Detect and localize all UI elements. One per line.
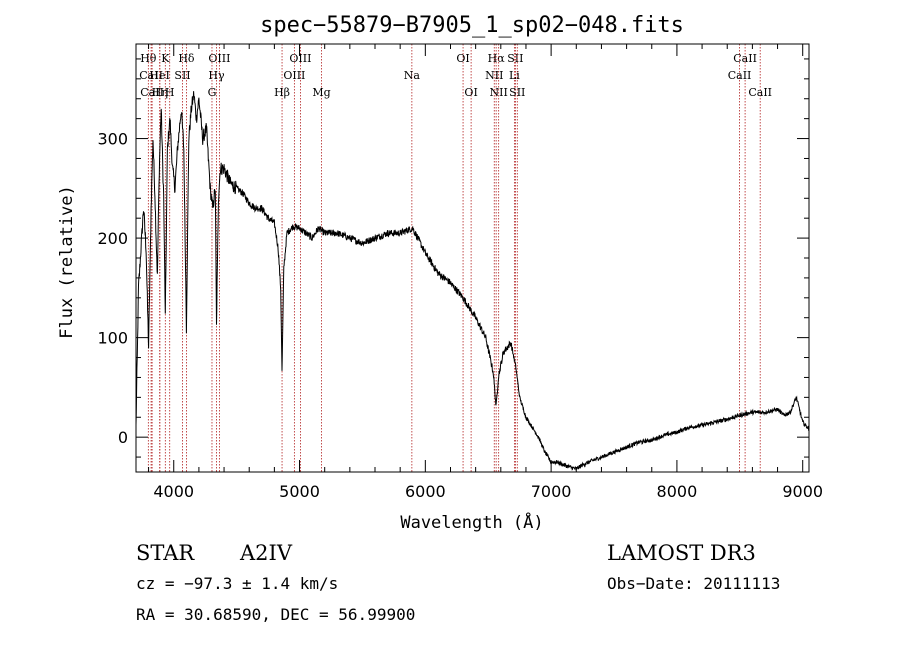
coordinates-text: RA = 30.68590, DEC = 56.99900: [136, 605, 416, 624]
x-tick-label: 4000: [153, 482, 194, 501]
spectral-line-label: Hβ: [274, 86, 290, 99]
spectral-line-label: Hγ: [208, 69, 225, 82]
plot-frame: [135, 43, 810, 473]
spectral-line-label: Mg: [312, 86, 330, 99]
spectral-line-label: Hα: [488, 52, 506, 65]
spectral-line-label: CaII: [139, 69, 163, 82]
x-tick-label: 6000: [405, 482, 446, 501]
spectral-line-label: NII: [490, 86, 508, 99]
spectral-line-label: OIII: [289, 52, 311, 65]
spectral-line-label: SII: [509, 86, 525, 99]
x-tick-label: 7000: [531, 482, 572, 501]
spectral-line-label: H: [165, 86, 175, 99]
spectral-line-label: OIII: [283, 69, 305, 82]
spectral-line-label: SII: [507, 52, 523, 65]
x-tick-label: 9000: [782, 482, 823, 501]
spectral-line-label: OIII: [208, 52, 230, 65]
obs-date: Obs−Date: 20111113: [607, 574, 781, 593]
spectral-line-label: Na: [404, 69, 421, 82]
spectrum-plot: [135, 91, 810, 471]
spectral-line-label: CaII: [748, 86, 772, 99]
redshift-text: cz = −97.3 ± 1.4 km/s: [136, 574, 339, 593]
spectrum-line: [135, 91, 810, 471]
spectral-line-label: Li: [509, 69, 520, 82]
x-tick-label: 8000: [657, 482, 698, 501]
spectral-line-label: Hη: [152, 86, 168, 99]
chart-title: spec−55879−B7905_1_sp02−048.fits: [260, 13, 684, 38]
x-axis-label: Wavelength (Å): [400, 511, 543, 533]
object-subclass: A2IV: [240, 541, 292, 565]
x-tick-label: 5000: [279, 482, 320, 501]
spectral-line-label: G: [208, 86, 217, 99]
spectral-line-label: OI: [456, 52, 469, 65]
spectral-line-label: SII: [174, 69, 190, 82]
spectral-line-label: Hθ: [140, 52, 157, 65]
spectral-line-label: K: [161, 52, 170, 65]
axis-ticks: 4000 5000 6000 7000 8000 9000 0 100 200 300: [97, 44, 823, 501]
spectral-line-label: NII: [485, 69, 503, 82]
y-tick-label: 0: [118, 428, 128, 447]
spectral-line-label: OI: [464, 86, 477, 99]
y-tick-label: 100: [97, 329, 128, 348]
spectral-line-label: CaII: [140, 86, 164, 99]
y-tick-label: 200: [97, 229, 128, 248]
spectral-line-label: CaII: [728, 69, 752, 82]
spectral-line-label: Hδ: [178, 52, 195, 65]
y-tick-label: 300: [97, 130, 128, 149]
survey-name: LAMOST DR3: [607, 541, 756, 565]
spectral-line-label: CaII: [733, 52, 757, 65]
y-axis-label: Flux (relative): [57, 185, 77, 339]
object-class: STAR: [136, 541, 195, 565]
